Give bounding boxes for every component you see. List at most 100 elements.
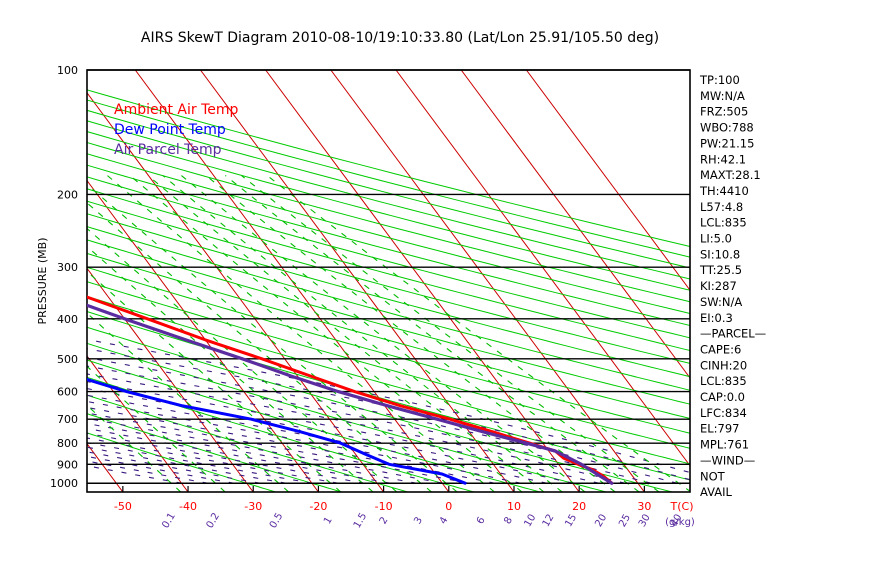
bottom-temp-tick-label: 0 — [445, 500, 452, 513]
mixing-ratio-line — [87, 365, 226, 492]
isotherm-line — [395, 70, 690, 467]
parameter-item-5: RH:42.1 — [700, 152, 746, 166]
parameter-item-24: —WIND— — [700, 453, 755, 467]
parameter-item-4: PW:21.15 — [700, 136, 754, 150]
mixing-ratio-tick-label: 3 — [412, 515, 425, 526]
mixing-ratio-tick-label: 2 — [378, 515, 391, 526]
parameter-item-16: —PARCEL— — [700, 327, 766, 341]
dry-adiabat-line — [87, 131, 690, 291]
moist-adiabat-line — [87, 348, 690, 481]
temp-axis-label: T(C) — [670, 500, 694, 513]
moist-adiabat-line — [87, 357, 678, 484]
pressure-tick-label: 900 — [57, 458, 78, 471]
isotherm-line — [330, 70, 645, 492]
page-title: AIRS SkewT Diagram 2010-08-10/19:10:33.8… — [140, 30, 660, 46]
dry-adiabat-line — [87, 99, 690, 258]
dry-adiabat-line — [87, 295, 690, 465]
pressure-tick-label: 400 — [57, 313, 78, 326]
grid-layer — [0, 70, 690, 492]
parameter-item-8: L57:4.8 — [700, 200, 743, 214]
mixing-ratio-line — [87, 183, 458, 492]
moist-adiabat-line — [87, 412, 469, 484]
dry-adiabat-line — [87, 432, 276, 492]
parameter-item-10: LI:5.0 — [700, 232, 732, 246]
dry-adiabat-line — [87, 188, 690, 352]
parameter-item-20: CAP:0.0 — [700, 390, 745, 404]
mixing-ratio-axis-label: (g/kg) — [665, 517, 695, 528]
dry-adiabat-line — [87, 326, 673, 492]
pressure-axis-label: PRESSURE (MB) — [36, 238, 49, 325]
mixing-ratio-line — [241, 175, 660, 492]
mixing-ratio-tick-label: 15 — [563, 513, 579, 530]
mixing-ratio-line — [106, 175, 495, 492]
isotherm-line — [87, 442, 124, 492]
parameter-item-12: TT:25.5 — [699, 263, 742, 277]
pressure-tick-label: 100 — [57, 64, 78, 77]
parameter-item-2: FRZ:505 — [700, 105, 748, 119]
parameter-item-23: MPL:761 — [700, 438, 749, 452]
mixing-ratio-line — [181, 175, 586, 492]
mixing-ratio-line — [87, 270, 342, 492]
pressure-tick-label: 600 — [57, 386, 78, 399]
legend-item-0: Ambient Air Temp — [114, 102, 239, 118]
parameter-item-1: MW:N/A — [700, 89, 745, 103]
dry-adiabat-line — [87, 164, 690, 327]
legend-item-1: Dew Point Temp — [114, 122, 226, 138]
moist-adiabat-line — [87, 394, 547, 484]
bottom-temp-tick-label: -20 — [309, 500, 327, 513]
parameter-item-11: SI:10.8 — [700, 247, 740, 261]
mixing-ratio-line — [266, 175, 690, 492]
mixing-ratio-tick-label: 8 — [502, 515, 515, 526]
dewpoint-temp-trace — [87, 377, 467, 485]
pressure-tick-label: 500 — [57, 353, 78, 366]
parcel-temp-trace — [87, 303, 614, 485]
mixing-ratio-tick-label: 6 — [475, 515, 488, 526]
moist-adiabat-line — [87, 373, 625, 484]
dry-adiabat-line — [87, 153, 690, 315]
plot-frame — [86, 69, 691, 493]
parameter-item-7: TH:4410 — [699, 184, 749, 198]
mixing-ratio-tick-label: 12 — [541, 513, 557, 530]
parameter-item-9: LCL:835 — [700, 216, 747, 230]
pressure-tick-label: 700 — [57, 413, 78, 426]
parameter-item-17: CAPE:6 — [700, 342, 741, 356]
parameter-item-18: CINH:20 — [700, 358, 747, 372]
dry-adiabat-line — [87, 89, 690, 247]
isotherm-line — [0, 70, 58, 492]
mixing-ratio-line — [224, 175, 640, 492]
bottom-temp-tick-label: -40 — [179, 500, 197, 513]
isotherm-line — [460, 70, 690, 379]
dry-adiabat-line — [87, 342, 607, 492]
trace-layer — [87, 295, 614, 485]
mixing-ratio-tick-label: 25 — [617, 513, 633, 530]
pressure-tick-label: 800 — [57, 437, 78, 450]
dry-adiabat-line — [87, 176, 690, 339]
parameter-item-26: AVAIL — [700, 485, 733, 499]
ambient-temp-trace — [87, 295, 614, 485]
mixing-ratio-line — [87, 404, 182, 492]
mixing-ratio-line — [162, 175, 563, 492]
isotherm-line — [525, 70, 690, 292]
pressure-tick-label: 200 — [57, 188, 78, 201]
parameter-item-3: WBO:788 — [700, 121, 754, 135]
parameter-item-19: LCL:835 — [700, 374, 747, 388]
dry-adiabat-line — [87, 266, 690, 434]
dry-adiabat-line — [87, 376, 474, 492]
parameter-item-15: EI:0.3 — [700, 311, 733, 325]
isotherm-line — [87, 267, 254, 492]
bottom-temp-tick-label: -30 — [244, 500, 262, 513]
mixing-ratio-line — [147, 175, 545, 492]
parameter-item-6: MAXT:28.1 — [700, 168, 761, 182]
dry-adiabat-line — [87, 226, 690, 391]
parameter-item-21: LFC:834 — [700, 406, 747, 420]
dry-adiabat-line — [87, 120, 690, 280]
mixing-ratio-tick-label: 1 — [322, 515, 335, 526]
mixing-ratio-line — [87, 227, 398, 492]
bottom-temp-tick-label: 20 — [572, 500, 586, 513]
mixing-ratio-tick-label: 20 — [593, 513, 609, 530]
dry-adiabat-line — [87, 109, 690, 269]
parameter-item-0: TP:100 — [699, 73, 740, 87]
legend-item-2: Air Parcel Temp — [114, 142, 222, 158]
bottom-temp-tick-label: -10 — [375, 500, 393, 513]
